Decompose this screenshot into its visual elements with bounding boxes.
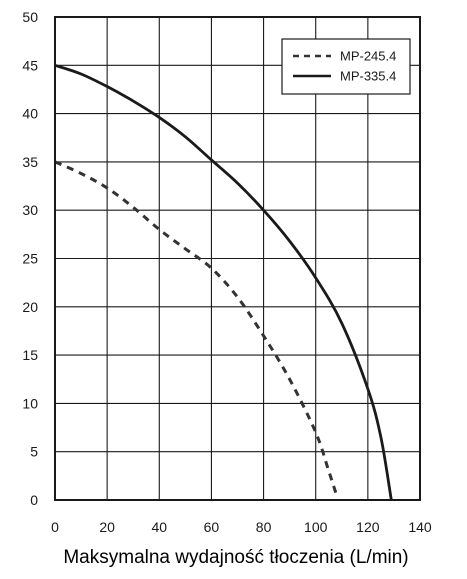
x-tick-label-100: 100 <box>304 519 328 535</box>
y-axis-ticks: 0 5 10 15 20 25 30 35 40 45 50 <box>22 9 38 508</box>
x-tick-label-60: 60 <box>204 519 220 535</box>
y-tick-label-50: 50 <box>22 9 38 25</box>
series-line-mp-335-4 <box>54 63 393 501</box>
legend: MP-245.4 MP-335.4 <box>281 38 411 95</box>
y-tick-label-0: 0 <box>30 492 38 508</box>
y-tick-label-5: 5 <box>30 444 38 460</box>
x-tick-label-40: 40 <box>151 519 167 535</box>
y-tick-label-20: 20 <box>22 299 38 315</box>
series-lines <box>54 63 393 501</box>
x-tick-label-120: 120 <box>356 519 380 535</box>
x-tick-label-140: 140 <box>408 519 432 535</box>
grid-lines <box>55 17 420 500</box>
y-tick-label-40: 40 <box>22 106 38 122</box>
y-tick-label-10: 10 <box>22 395 38 411</box>
series-line-mp-245-4 <box>54 160 338 496</box>
legend-label-mp-335-4: MP-335.4 <box>340 69 396 84</box>
x-axis-ticks: 0 20 40 60 80 100 120 140 <box>51 519 432 535</box>
y-tick-label-45: 45 <box>22 57 38 73</box>
y-tick-label-35: 35 <box>22 154 38 170</box>
y-tick-label-25: 25 <box>22 251 38 267</box>
x-axis-title: Maksymalna wydajność tłoczenia (L/min) <box>63 547 408 568</box>
plot-frame <box>54 16 421 501</box>
x-tick-label-0: 0 <box>51 519 59 535</box>
x-tick-label-80: 80 <box>256 519 272 535</box>
y-tick-label-15: 15 <box>22 347 38 363</box>
legend-box <box>281 38 411 95</box>
x-tick-label-20: 20 <box>99 519 115 535</box>
legend-label-mp-245-4: MP-245.4 <box>340 49 396 64</box>
y-tick-label-30: 30 <box>22 202 38 218</box>
